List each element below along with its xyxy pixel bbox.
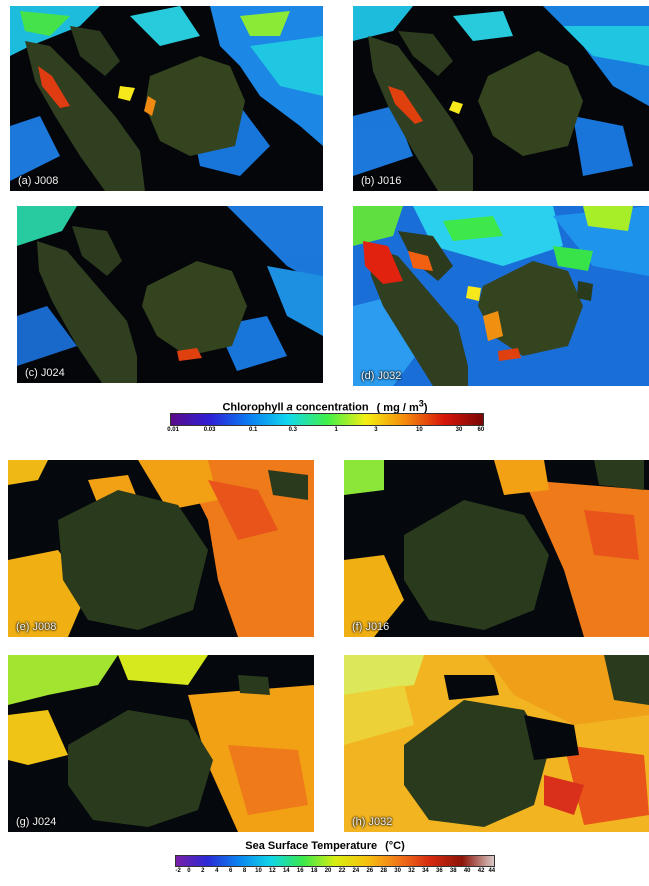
sst-colorbar — [175, 855, 495, 867]
chlorophyll-map-panel-c: (c) J024 — [17, 206, 323, 383]
chl-title-italic: a — [286, 401, 293, 414]
panel-label: (d) J032 — [361, 370, 402, 382]
panel-label: (g) J024 — [16, 816, 57, 828]
sst-colorbar-tick: 22 — [338, 868, 346, 874]
land-borneo — [145, 56, 245, 156]
chlorophyll-colorbar-tick: 3 — [374, 427, 378, 433]
chlorophyll-map-panel-d: (d) J032 — [353, 206, 649, 386]
sst-colorbar-tick: 40 — [463, 868, 471, 874]
sst-colorbar-tick: 0 — [187, 868, 191, 874]
sst-colorbar-tick: 16 — [296, 868, 304, 874]
chlorophyll-colorbar-title: Chlorophyll a concentration ( mg / m3) — [160, 398, 490, 414]
chl-unit-prefix: ( mg / m — [376, 401, 419, 414]
chl-unit: ( mg / m3) — [376, 398, 428, 414]
sst-map-panel-g: (g) J024 — [8, 655, 314, 832]
sst-colorbar-tick: 32 — [408, 868, 415, 874]
sst-map-e — [8, 460, 314, 637]
chl-plume-green — [20, 11, 290, 36]
sst-map-h — [344, 655, 649, 832]
sst-colorbar-tick: 6 — [228, 868, 233, 874]
sst-map-panel-f: (f) J016 — [344, 460, 649, 637]
chlorophyll-colorbar-tick: 60 — [477, 427, 485, 433]
chlorophyll-colorbar-tick: 30 — [455, 427, 463, 433]
sst-map-panel-e: (e) J008 — [8, 460, 314, 637]
sst-colorbar-tick: 34 — [422, 868, 429, 874]
chlorophyll-map-panel-a: (a) J008 — [10, 6, 323, 191]
sst-colorbar-tick: 2 — [201, 868, 205, 874]
chlorophyll-colorbar-tick: 0.03 — [203, 427, 216, 433]
chl-unit-suffix: ) — [423, 401, 428, 414]
chlorophyll-map-c — [17, 206, 323, 383]
chlorophyll-colorbar-tick: 0.3 — [288, 427, 297, 433]
sst-unit: (°C) — [385, 840, 405, 852]
chlorophyll-map-a — [10, 6, 323, 191]
sst-colorbar-tick: 38 — [449, 868, 457, 874]
panel-label: (a) J008 — [18, 175, 59, 187]
chlorophyll-colorbar-ticks: 0.01 0.03 0.1 0.3 1 3 10 30 60 — [167, 427, 485, 437]
chlorophyll-map-panel-b: (b) J016 — [353, 6, 649, 191]
sst-colorbar-tick: 28 — [380, 868, 388, 874]
sst-colorbar-tick: 12 — [269, 868, 276, 874]
sst-colorbar-title: Sea Surface Temperature (°C) — [160, 840, 490, 852]
sst-colorbar-tick: 36 — [436, 868, 443, 874]
sst-colorbar-tick: 20 — [324, 868, 332, 874]
sst-colorbar-tick: 44 — [488, 868, 496, 874]
panel-label: (c) J024 — [25, 367, 65, 379]
sst-map-g — [8, 655, 314, 832]
chlorophyll-colorbar — [170, 413, 484, 426]
panel-label: (e) J008 — [16, 621, 57, 633]
sst-colorbar-tick: 26 — [366, 868, 374, 874]
sst-colorbar-tick: 42 — [477, 868, 485, 874]
chlorophyll-colorbar-tick: 1 — [334, 427, 338, 433]
chlorophyll-colorbar-tick: 0.01 — [167, 427, 179, 433]
chlorophyll-map-d — [353, 206, 649, 386]
land-malay — [70, 26, 120, 76]
panel-label: (h) J032 — [352, 816, 393, 828]
sst-colorbar-tick: 30 — [394, 868, 401, 874]
sst-title: Sea Surface Temperature — [245, 840, 378, 852]
sst-colorbar-tick: 8 — [242, 868, 247, 874]
chl-title-suffix: concentration — [292, 401, 369, 414]
sst-colorbar-tick: 24 — [352, 868, 360, 874]
sst-colorbar-tick: 18 — [310, 868, 318, 874]
sst-map-f — [344, 460, 649, 637]
panel-label: (b) J016 — [361, 175, 402, 187]
sst-map-panel-h: (h) J032 — [344, 655, 649, 832]
chlorophyll-map-b — [353, 6, 649, 191]
chlorophyll-colorbar-tick: 0.1 — [248, 427, 258, 433]
chl-unit-sup: 3 — [418, 398, 424, 408]
sst-colorbar-tick: -2 — [175, 868, 181, 874]
land-sumatra — [25, 41, 145, 191]
chl-title-prefix: Chlorophyll — [222, 401, 287, 414]
panel-label: (f) J016 — [352, 621, 390, 633]
chlorophyll-colorbar-tick: 10 — [415, 427, 423, 433]
sst-colorbar-tick: 14 — [282, 868, 290, 874]
sst-colorbar-ticks: -2 0 2 4 6 8 10 12 14 16 18 20 22 24 26 28 30 32 34 36 38 40 4… — [175, 868, 496, 878]
sst-colorbar-tick: 10 — [255, 868, 262, 874]
sst-colorbar-tick: 4 — [215, 868, 219, 874]
